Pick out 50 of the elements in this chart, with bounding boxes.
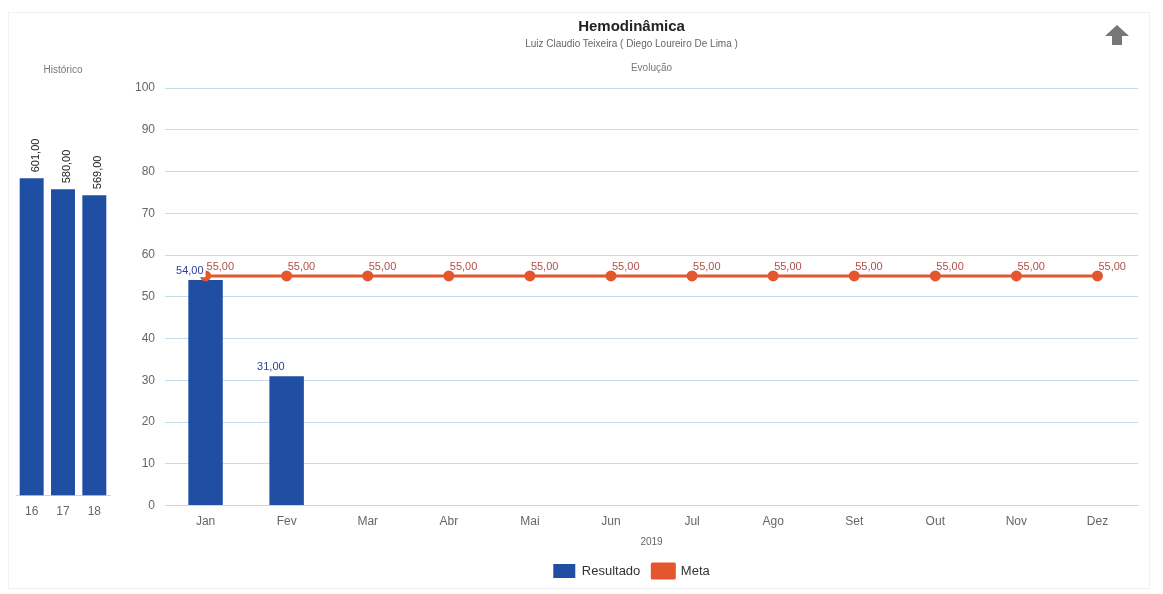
data-label: 55,00 xyxy=(611,260,640,273)
y-tick-label: 70 xyxy=(141,205,156,220)
y-tick-label: 10 xyxy=(141,456,156,471)
data-label: 55,00 xyxy=(693,260,721,273)
x-tick-label: Set xyxy=(845,514,864,529)
x-axis-title: 2019 xyxy=(640,535,664,547)
x-tick-label: 17 xyxy=(56,504,70,519)
data-label: 55,00 xyxy=(774,260,802,273)
x-tick-label: Ago xyxy=(762,514,785,529)
data-label: 55,00 xyxy=(206,260,235,273)
x-tick-label: Fev xyxy=(276,514,297,529)
data-label: 55,00 xyxy=(368,260,397,273)
y-tick-label: 20 xyxy=(141,414,156,429)
data-label: 55,00 xyxy=(1017,260,1045,273)
data-label: 55,00 xyxy=(855,260,883,273)
data-label: 55,00 xyxy=(936,260,964,273)
data-label: 601,00 xyxy=(28,138,41,173)
chart-title: Histórico xyxy=(43,63,83,75)
chart-title: Hemodinâmica xyxy=(578,17,686,35)
x-tick-label: Out xyxy=(925,514,946,529)
y-tick-label: 40 xyxy=(141,330,156,345)
data-label: 580,00 xyxy=(60,149,73,184)
legend-label: Resultado xyxy=(581,562,641,578)
x-tick-label: Dez xyxy=(1086,514,1109,529)
y-tick-label: 90 xyxy=(141,122,156,137)
x-tick-label: Jun xyxy=(601,514,621,529)
x-tick-label: 16 xyxy=(24,504,39,519)
data-label: 55,00 xyxy=(530,260,559,273)
chart-subtitle: Luiz Claudio Teixeira ( Diego Loureiro De Lima ) xyxy=(525,37,738,49)
y-tick-label: 60 xyxy=(141,247,156,262)
legend-label: Meta xyxy=(680,562,711,578)
x-tick-label: Abr xyxy=(439,514,459,529)
data-label: 55,00 xyxy=(1098,260,1126,273)
x-tick-label: Jan xyxy=(195,514,216,529)
data-label: 54,00 xyxy=(176,263,204,276)
y-tick-label: 30 xyxy=(141,372,156,387)
data-label: 55,00 xyxy=(287,260,316,273)
x-tick-label: Mai xyxy=(520,514,540,529)
x-tick-label: Mar xyxy=(357,514,379,529)
x-tick-label: Nov xyxy=(1005,514,1028,529)
data-label: 569,00 xyxy=(91,155,104,190)
text: Evolução xyxy=(630,61,673,73)
y-tick-label: 50 xyxy=(141,289,156,304)
x-tick-label: 18 xyxy=(87,504,102,519)
y-tick-label: 80 xyxy=(141,163,156,178)
y-tick-label: 0 xyxy=(148,497,156,512)
data-label: 31,00 xyxy=(257,359,285,372)
y-tick-label: 100 xyxy=(134,80,156,95)
x-tick-label: Jul xyxy=(684,514,700,529)
data-label: 55,00 xyxy=(449,260,478,273)
